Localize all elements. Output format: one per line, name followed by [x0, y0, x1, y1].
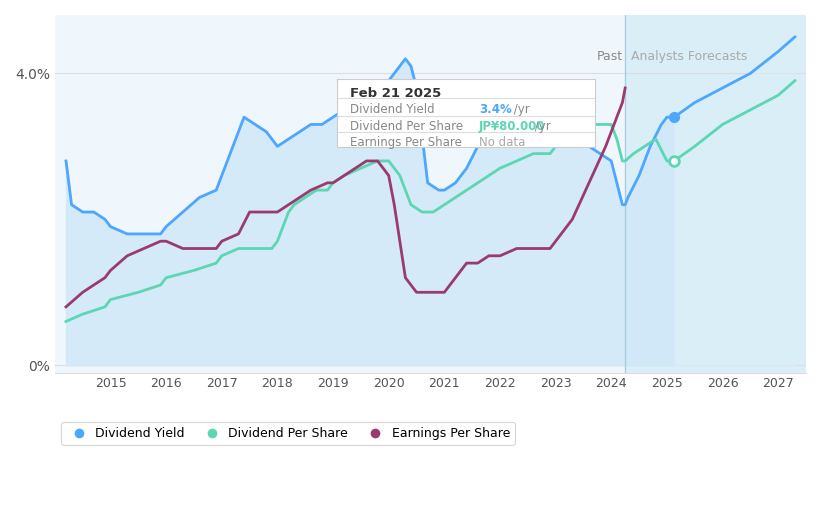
- Bar: [625, 15, 806, 372]
- Text: 3.4%: 3.4%: [479, 103, 511, 116]
- Text: Past: Past: [596, 50, 622, 63]
- Text: Feb 21 2025: Feb 21 2025: [350, 87, 441, 100]
- Legend: Dividend Yield, Dividend Per Share, Earnings Per Share: Dividend Yield, Dividend Per Share, Earn…: [61, 422, 515, 445]
- Text: Dividend Yield: Dividend Yield: [350, 103, 434, 116]
- Text: /yr: /yr: [510, 103, 530, 116]
- Text: Earnings Per Share: Earnings Per Share: [350, 136, 461, 149]
- Text: /yr: /yr: [530, 120, 550, 133]
- Text: Dividend Per Share: Dividend Per Share: [350, 120, 463, 133]
- Bar: [55, 15, 625, 372]
- Text: JP¥80.000: JP¥80.000: [479, 120, 545, 133]
- Text: Analysts Forecasts: Analysts Forecasts: [631, 50, 747, 63]
- Text: No data: No data: [479, 136, 525, 149]
